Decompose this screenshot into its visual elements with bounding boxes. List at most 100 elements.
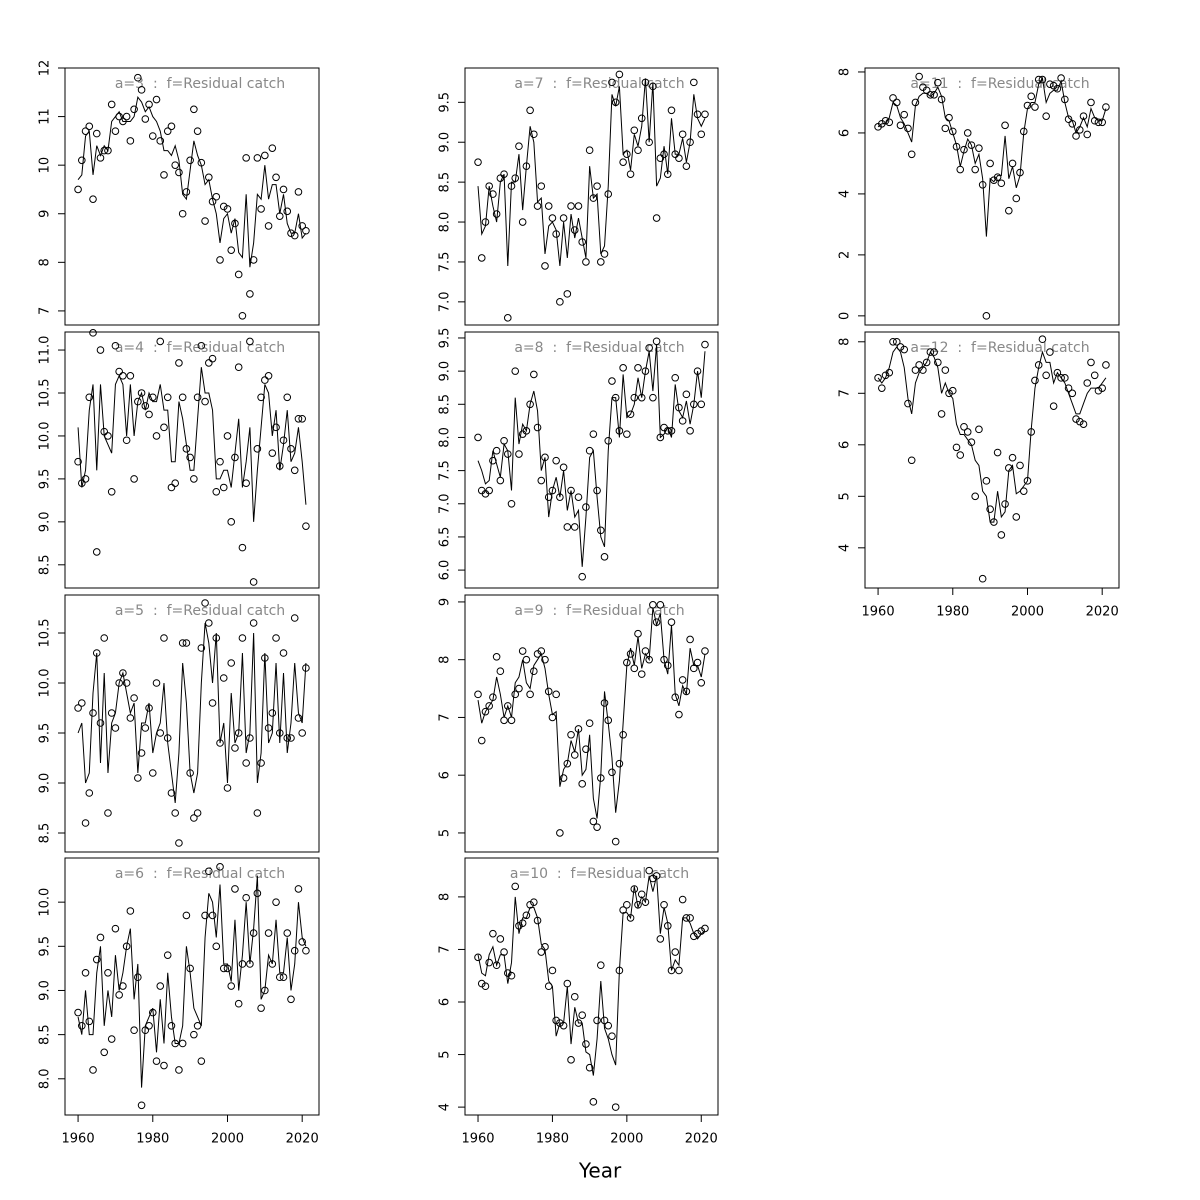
data-point: [626, 410, 635, 419]
x-tick-label: 2000: [211, 1132, 244, 1147]
data-point: [145, 410, 153, 419]
y-tick-label: 8.0: [438, 427, 453, 448]
data-point: [92, 955, 101, 964]
data-point: [530, 130, 538, 139]
data-point: [1038, 75, 1047, 84]
data-point: [682, 390, 691, 399]
data-point: [78, 156, 86, 165]
data-point: [515, 450, 523, 458]
data-point: [1016, 461, 1024, 470]
data-point: [111, 724, 120, 732]
data-point: [675, 710, 683, 719]
data-point: [496, 935, 505, 943]
data-point: [630, 664, 639, 673]
data-point: [1042, 112, 1050, 120]
data-point: [604, 1021, 613, 1030]
data-point: [481, 707, 490, 716]
data-point: [264, 372, 273, 380]
y-tick-label: 10.0: [38, 669, 53, 698]
data-point: [608, 768, 616, 777]
data-point: [967, 141, 976, 149]
data-point: [182, 188, 191, 196]
data-point: [122, 112, 131, 121]
data-point: [623, 900, 631, 909]
data-point: [492, 961, 501, 970]
data-point: [122, 679, 131, 687]
data-point: [197, 644, 206, 652]
data-point: [96, 719, 105, 727]
data-point: [563, 290, 572, 298]
data-point: [100, 634, 109, 642]
data-point: [619, 730, 627, 739]
data-point: [115, 991, 123, 999]
data-point: [945, 113, 953, 122]
data-point: [212, 487, 221, 496]
panel-title: a=10 : f=Residual catch: [510, 866, 689, 882]
data-point: [242, 154, 250, 162]
data-point: [537, 182, 546, 190]
data-point: [152, 432, 161, 440]
data-point: [956, 451, 965, 459]
data-point: [268, 449, 277, 457]
panel-frame: [464, 331, 719, 589]
data-point: [107, 100, 116, 109]
data-point: [272, 173, 280, 182]
y-tick-label: 7.0: [438, 493, 453, 514]
data-point: [574, 202, 583, 210]
data-point: [78, 699, 86, 707]
data-point: [190, 1030, 198, 1039]
data-point: [503, 702, 512, 710]
data-point: [682, 687, 691, 696]
data-point: [130, 105, 138, 114]
data-point: [496, 667, 505, 676]
data-point: [234, 999, 243, 1008]
data-point: [1087, 98, 1095, 107]
y-tick-label: 9.0: [38, 773, 53, 794]
data-point: [697, 130, 706, 139]
data-point: [137, 749, 146, 757]
data-point: [1079, 112, 1088, 120]
data-point: [511, 367, 520, 375]
data-point: [163, 393, 172, 402]
data-point: [219, 964, 228, 973]
data-point: [889, 337, 897, 346]
data-point: [152, 679, 161, 687]
data-point: [126, 907, 135, 915]
data-point: [474, 433, 482, 442]
y-tick-label: 9.0: [38, 980, 53, 1001]
panel-frame: [464, 67, 719, 326]
data-point: [227, 659, 236, 667]
data-point: [963, 428, 972, 436]
data-point: [287, 995, 295, 1004]
data-point: [615, 759, 624, 768]
y-tick-label: 8.0: [38, 1068, 53, 1089]
y-tick-label: 12: [38, 60, 53, 77]
data-point: [907, 150, 916, 159]
data-point: [889, 94, 897, 102]
data-point: [1094, 118, 1103, 127]
data-point: [567, 1056, 575, 1064]
data-point: [171, 809, 179, 817]
data-point: [975, 144, 983, 152]
data-point: [104, 969, 112, 977]
data-point: [570, 992, 579, 1001]
data-point: [593, 823, 601, 831]
y-tick-label: 8.5: [38, 1024, 53, 1045]
x-tick-label: 1980: [936, 605, 969, 620]
data-point: [589, 817, 598, 826]
y-tick-label: 10.5: [38, 379, 53, 408]
data-point: [619, 158, 627, 166]
data-point: [205, 867, 213, 876]
y-tick-label: 9.5: [38, 936, 53, 957]
data-point: [997, 531, 1006, 539]
data-point: [268, 144, 277, 152]
data-point: [511, 690, 520, 699]
data-point: [930, 91, 938, 99]
data-point: [915, 72, 923, 81]
data-point: [474, 953, 482, 962]
data-point: [563, 759, 572, 768]
x-tick-label: 2000: [610, 1132, 643, 1147]
data-point: [900, 110, 909, 119]
data-point: [578, 1011, 586, 1019]
data-point: [678, 895, 687, 904]
